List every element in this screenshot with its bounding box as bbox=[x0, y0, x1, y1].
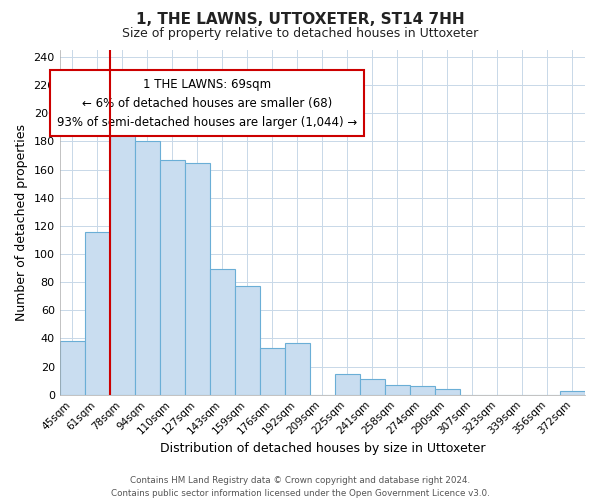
X-axis label: Distribution of detached houses by size in Uttoxeter: Distribution of detached houses by size … bbox=[160, 442, 485, 455]
Text: Contains HM Land Registry data © Crown copyright and database right 2024.
Contai: Contains HM Land Registry data © Crown c… bbox=[110, 476, 490, 498]
Bar bbox=[285, 342, 310, 394]
Bar bbox=[560, 390, 585, 394]
Bar bbox=[435, 389, 460, 394]
Bar bbox=[210, 270, 235, 394]
Text: Size of property relative to detached houses in Uttoxeter: Size of property relative to detached ho… bbox=[122, 28, 478, 40]
Bar bbox=[410, 386, 435, 394]
Bar bbox=[360, 379, 385, 394]
Bar bbox=[335, 374, 360, 394]
Bar bbox=[185, 162, 210, 394]
Bar bbox=[385, 385, 410, 394]
Bar bbox=[160, 160, 185, 394]
Bar bbox=[260, 348, 285, 395]
Text: 1, THE LAWNS, UTTOXETER, ST14 7HH: 1, THE LAWNS, UTTOXETER, ST14 7HH bbox=[136, 12, 464, 28]
Bar bbox=[135, 142, 160, 394]
Bar bbox=[85, 232, 110, 394]
Y-axis label: Number of detached properties: Number of detached properties bbox=[15, 124, 28, 321]
Bar bbox=[59, 342, 85, 394]
Bar bbox=[235, 286, 260, 395]
Bar bbox=[110, 134, 135, 394]
Text: 1 THE LAWNS: 69sqm
← 6% of detached houses are smaller (68)
93% of semi-detached: 1 THE LAWNS: 69sqm ← 6% of detached hous… bbox=[56, 78, 357, 128]
